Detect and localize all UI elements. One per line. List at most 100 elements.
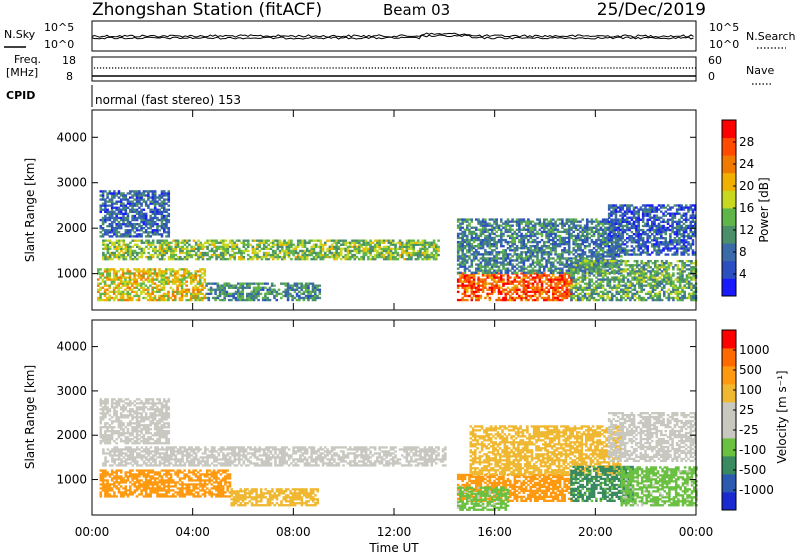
heatmap-cell xyxy=(475,267,478,270)
heatmap-cell xyxy=(183,274,186,277)
heatmap-cell xyxy=(174,239,178,242)
heatmap-cell xyxy=(504,253,508,256)
nave-point xyxy=(290,67,292,69)
heatmap-cell xyxy=(135,233,139,236)
heatmap-cell xyxy=(599,232,603,236)
heatmap-cell xyxy=(506,267,510,270)
heatmap-cell xyxy=(156,231,159,234)
heatmap-cell xyxy=(113,212,116,216)
heatmap-cell xyxy=(579,268,582,271)
heatmap-cell xyxy=(597,274,600,277)
heatmap-cell xyxy=(106,270,109,273)
heatmap-cell xyxy=(583,247,587,250)
heatmap-cell xyxy=(635,260,639,263)
heatmap-cell xyxy=(151,292,154,296)
heatmap-cell xyxy=(511,240,514,244)
heatmap-cell xyxy=(590,270,594,273)
heatmap-cell xyxy=(570,282,573,285)
heatmap-cell xyxy=(275,294,279,298)
heatmap-cell xyxy=(461,226,464,229)
heatmap-cell xyxy=(126,218,130,222)
heatmap-cell xyxy=(606,228,609,231)
heatmap-cell xyxy=(255,290,258,294)
heatmap-cell xyxy=(660,280,664,283)
heatmap-cell xyxy=(204,253,207,257)
heatmap-cell xyxy=(613,280,616,283)
heatmap-cell xyxy=(486,294,489,298)
heatmap-cell xyxy=(304,294,308,298)
heatmap-cell xyxy=(574,261,578,264)
heatmap-cell xyxy=(165,245,169,249)
heatmap-cell xyxy=(497,292,501,296)
heatmap-cell xyxy=(640,278,643,281)
nave-point xyxy=(435,67,437,69)
heatmap-cell xyxy=(135,200,139,203)
heatmap-cell xyxy=(230,286,233,289)
heatmap-cell xyxy=(110,194,114,197)
heatmap-cell xyxy=(410,243,413,246)
heatmap-cell xyxy=(119,280,123,283)
heatmap-cell xyxy=(205,296,208,300)
heatmap-cell xyxy=(99,204,103,207)
heatmap-cell xyxy=(194,247,198,251)
heatmap-cell xyxy=(620,298,623,302)
heatmap-cell xyxy=(599,253,603,256)
heatmap-cell xyxy=(392,247,395,251)
heatmap-cell xyxy=(430,241,434,244)
heatmap-cell xyxy=(231,241,234,244)
heatmap-cell xyxy=(294,251,298,255)
heatmap-cell xyxy=(547,230,551,234)
heatmap-cell xyxy=(509,253,512,256)
heatmap-cell xyxy=(456,226,460,229)
heatmap-cell xyxy=(524,243,528,246)
heatmap-cell xyxy=(592,240,596,244)
heatmap-cell xyxy=(140,276,143,279)
heatmap-cell xyxy=(574,226,578,229)
heatmap-cell xyxy=(260,241,264,244)
heatmap-cell xyxy=(199,278,202,281)
heatmap-cell xyxy=(547,284,551,287)
heatmap-cell xyxy=(504,296,508,300)
heatmap-cell xyxy=(604,245,607,248)
heatmap-cell xyxy=(624,270,628,273)
heatmap-cell xyxy=(592,234,596,238)
heatmap-cell xyxy=(565,296,569,300)
heatmap-cell xyxy=(233,241,236,244)
heatmap-cell xyxy=(513,220,517,223)
heatmap-cell xyxy=(633,298,637,302)
heatmap-cell xyxy=(592,296,596,300)
heatmap-cell xyxy=(513,240,517,244)
heatmap-cell xyxy=(163,251,166,255)
heatmap-cell xyxy=(299,243,302,246)
heatmap-cell xyxy=(527,220,530,223)
heatmap-cell xyxy=(110,229,114,232)
heatmap-cell xyxy=(373,243,377,246)
heatmap-cell xyxy=(513,230,517,234)
heatmap-cell xyxy=(180,286,184,289)
heatmap-cell xyxy=(108,276,111,279)
heatmap-cell xyxy=(216,296,220,300)
heatmap-cell xyxy=(126,290,130,294)
heatmap-cell xyxy=(497,280,501,283)
heatmap-cell xyxy=(106,255,110,259)
heatmap-cell xyxy=(104,216,107,220)
heatmap-cell xyxy=(138,235,141,238)
heatmap-cell xyxy=(154,251,157,255)
heatmap-cell xyxy=(149,196,152,199)
heatmap-cell xyxy=(590,288,594,291)
heatmap-cell xyxy=(398,241,402,244)
heatmap-cell xyxy=(470,298,474,302)
heatmap-cell xyxy=(281,249,284,253)
heatmap-cell xyxy=(158,294,161,298)
heatmap-cell xyxy=(502,290,505,294)
heatmap-cell xyxy=(500,243,503,246)
heatmap-cell xyxy=(515,290,519,294)
heatmap-cell xyxy=(276,258,280,261)
heatmap-cell xyxy=(185,253,189,257)
heatmap-cell xyxy=(488,228,492,231)
heatmap-cell xyxy=(547,238,551,242)
heatmap-cell xyxy=(565,286,569,289)
heatmap-cell xyxy=(170,241,173,244)
heatmap-cell xyxy=(201,253,205,257)
heatmap-cell xyxy=(349,255,352,259)
